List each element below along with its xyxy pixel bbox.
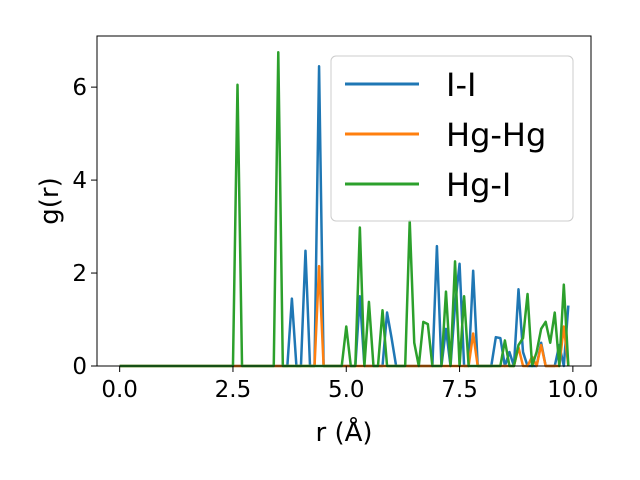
x-tick-label: 10.0: [547, 377, 598, 403]
x-tick-label: 7.5: [441, 377, 478, 403]
y-tick-label: 6: [72, 75, 87, 101]
legend-box: [330, 55, 574, 222]
x-axis-label: r (Å): [315, 416, 372, 448]
y-axis-label: g(r): [35, 177, 65, 224]
legend-label: Hg-Hg: [446, 116, 546, 154]
plot-frame: [96, 35, 592, 367]
y-axis-ticks: 0 2 4 6: [72, 75, 97, 380]
y-tick-label: 0: [72, 354, 87, 380]
x-tick-label: 2.5: [215, 377, 252, 403]
y-tick-label: 4: [72, 168, 87, 194]
y-tick-label: 2: [72, 261, 87, 287]
legend: I-I Hg-Hg Hg-I: [330, 55, 574, 222]
x-tick-label: 5.0: [328, 377, 365, 403]
legend-label: Hg-I: [446, 166, 511, 204]
x-axis-ticks: 0.0 2.5 5.0 7.5 10.0: [101, 366, 598, 403]
x-tick-label: 0.0: [101, 377, 138, 403]
legend-label: I-I: [446, 66, 476, 104]
